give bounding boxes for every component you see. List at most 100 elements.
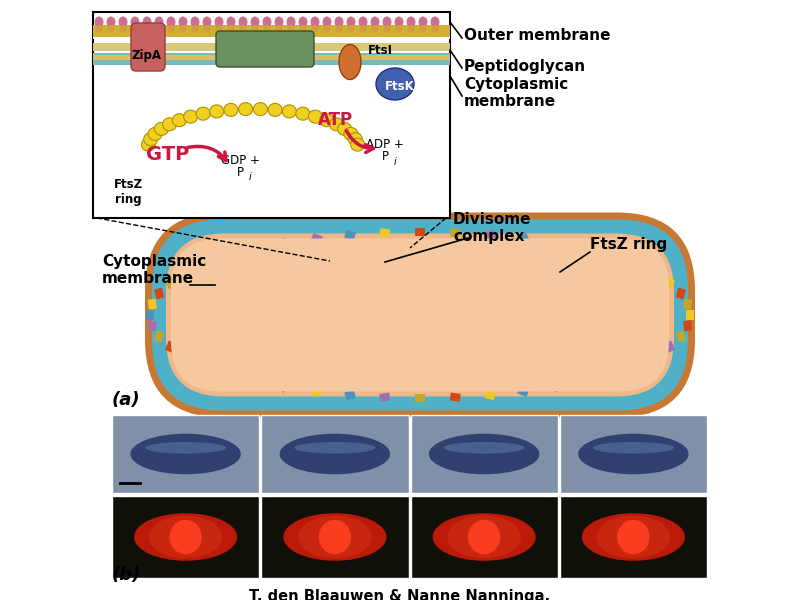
Ellipse shape xyxy=(330,118,343,131)
Ellipse shape xyxy=(145,442,226,454)
Ellipse shape xyxy=(407,25,414,33)
Bar xyxy=(392,184,428,208)
Ellipse shape xyxy=(215,25,222,33)
Bar xyxy=(517,233,530,244)
Ellipse shape xyxy=(444,442,525,454)
Ellipse shape xyxy=(358,16,367,28)
Ellipse shape xyxy=(311,25,318,33)
FancyArrowPatch shape xyxy=(346,130,374,152)
Ellipse shape xyxy=(318,520,351,554)
Ellipse shape xyxy=(172,113,186,127)
Bar xyxy=(578,374,590,387)
Bar xyxy=(560,496,707,578)
Ellipse shape xyxy=(338,122,351,136)
FancyBboxPatch shape xyxy=(131,23,165,71)
Ellipse shape xyxy=(394,16,403,28)
FancyBboxPatch shape xyxy=(166,233,674,397)
Ellipse shape xyxy=(262,16,271,28)
Ellipse shape xyxy=(226,16,235,28)
Ellipse shape xyxy=(376,68,414,100)
Ellipse shape xyxy=(118,16,127,28)
Bar xyxy=(410,415,558,493)
Ellipse shape xyxy=(418,16,427,28)
Ellipse shape xyxy=(430,16,439,28)
Bar xyxy=(484,390,496,400)
Bar xyxy=(415,228,425,236)
Ellipse shape xyxy=(468,520,500,554)
Bar xyxy=(410,496,558,578)
Bar xyxy=(683,320,692,331)
Bar xyxy=(344,230,356,240)
Ellipse shape xyxy=(298,515,372,559)
Ellipse shape xyxy=(395,25,402,33)
Ellipse shape xyxy=(419,25,426,33)
Bar xyxy=(180,267,192,280)
Bar xyxy=(560,415,707,493)
FancyBboxPatch shape xyxy=(171,238,669,391)
Bar xyxy=(262,415,409,493)
Bar xyxy=(484,230,496,240)
Ellipse shape xyxy=(370,16,379,28)
Text: Cytoplasmic
membrane: Cytoplasmic membrane xyxy=(464,77,568,109)
Ellipse shape xyxy=(335,25,342,33)
Ellipse shape xyxy=(148,127,162,140)
Ellipse shape xyxy=(617,520,650,554)
Ellipse shape xyxy=(202,16,211,28)
Ellipse shape xyxy=(250,16,259,28)
Bar xyxy=(165,277,176,289)
Ellipse shape xyxy=(433,513,536,561)
Ellipse shape xyxy=(308,110,322,123)
Ellipse shape xyxy=(344,127,358,140)
Text: FtsK: FtsK xyxy=(385,79,415,92)
Ellipse shape xyxy=(167,25,174,33)
Bar xyxy=(93,25,450,37)
Ellipse shape xyxy=(106,16,115,28)
Text: FtsI: FtsI xyxy=(367,43,393,56)
Bar xyxy=(278,381,291,393)
Text: i: i xyxy=(249,172,251,182)
Text: GDP +: GDP + xyxy=(221,154,259,166)
Bar xyxy=(686,310,694,320)
FancyArrowPatch shape xyxy=(188,146,226,161)
Bar xyxy=(180,350,192,363)
Ellipse shape xyxy=(582,513,685,561)
Text: GTP: GTP xyxy=(146,145,190,164)
Bar xyxy=(93,37,450,39)
Ellipse shape xyxy=(274,16,283,28)
Ellipse shape xyxy=(130,16,139,28)
Ellipse shape xyxy=(334,16,343,28)
Text: ZipA: ZipA xyxy=(131,49,161,62)
Bar xyxy=(676,331,686,343)
Bar xyxy=(165,341,176,353)
Ellipse shape xyxy=(210,105,224,118)
Bar xyxy=(93,60,450,65)
Ellipse shape xyxy=(203,25,210,33)
Bar xyxy=(93,12,450,218)
Text: Cytoplasmic
membrane: Cytoplasmic membrane xyxy=(102,254,206,286)
Text: P: P xyxy=(237,166,243,179)
Ellipse shape xyxy=(406,16,415,28)
Ellipse shape xyxy=(339,44,361,79)
Ellipse shape xyxy=(154,16,163,28)
Ellipse shape xyxy=(224,103,238,116)
Text: P: P xyxy=(382,151,389,163)
Bar xyxy=(310,386,323,397)
Ellipse shape xyxy=(143,25,150,33)
Text: Outer membrane: Outer membrane xyxy=(464,28,610,43)
FancyBboxPatch shape xyxy=(145,212,695,418)
Text: FtsZ
ring: FtsZ ring xyxy=(114,178,142,206)
Text: Peptidoglycan: Peptidoglycan xyxy=(464,58,586,73)
Ellipse shape xyxy=(94,16,103,28)
Bar xyxy=(648,350,660,363)
Ellipse shape xyxy=(382,16,391,28)
Bar xyxy=(222,250,235,263)
Bar xyxy=(154,287,164,299)
Ellipse shape xyxy=(214,16,223,28)
Ellipse shape xyxy=(238,103,253,116)
Ellipse shape xyxy=(227,25,234,33)
Bar xyxy=(344,390,356,400)
Ellipse shape xyxy=(371,25,378,33)
Text: i: i xyxy=(394,157,396,167)
Ellipse shape xyxy=(149,515,222,559)
Ellipse shape xyxy=(134,513,237,561)
